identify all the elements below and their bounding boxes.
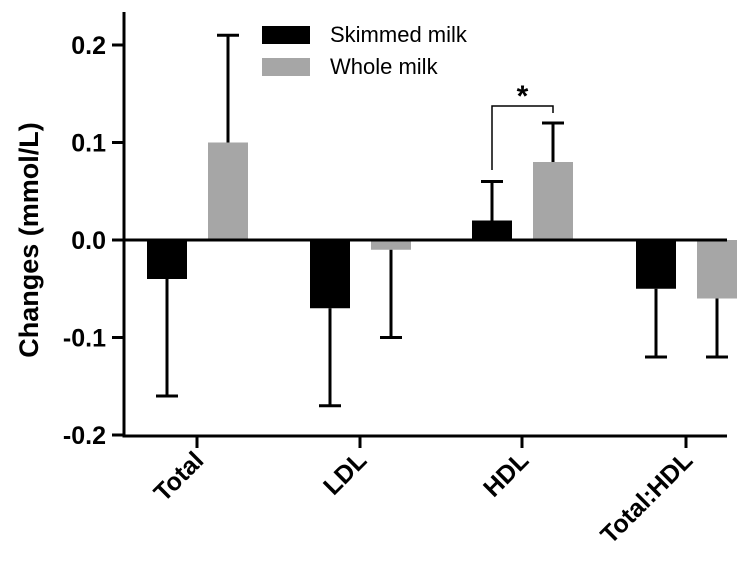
bar-skimmed-milk-ldl [310, 240, 350, 309]
legend-label-skimmed-milk: Skimmed milk [330, 22, 468, 47]
significance-bracket [491, 105, 554, 170]
bar-skimmed-milk-total-hdl [636, 240, 676, 289]
bar-skimmed-milk-hdl [472, 220, 512, 240]
y-tick-label: 0.2 [71, 32, 106, 60]
bar-whole-milk-total [208, 142, 248, 240]
y-tick-label: -0.1 [63, 325, 106, 353]
bar-skimmed-milk-total [147, 240, 187, 279]
legend-label-whole-milk: Whole milk [330, 54, 439, 79]
error-bars-layer [156, 33, 728, 408]
bar-whole-milk-ldl [371, 240, 411, 250]
legend-swatch-skimmed-milk [262, 26, 310, 44]
legend: Skimmed milk Whole milk [262, 22, 468, 79]
annotations: * [491, 80, 554, 170]
bar-whole-milk-total-hdl [697, 240, 737, 299]
y-tick-label: 0.0 [71, 227, 106, 255]
bars-layer [147, 142, 737, 309]
y-axis-label: Changes (mmol/L) [14, 122, 44, 358]
significance-star: * [517, 80, 529, 113]
x-tick-label: Total [149, 446, 210, 507]
x-tick-label: Total:HDL [595, 446, 698, 549]
y-tick-label: -0.2 [63, 422, 106, 450]
y-tick-label: 0.1 [71, 130, 106, 158]
legend-swatch-whole-milk [262, 58, 310, 76]
bar-whole-milk-hdl [533, 162, 573, 240]
x-tick-label: HDL [478, 446, 534, 502]
x-tick-label: LDL [318, 446, 372, 500]
axes: -0.2 -0.1 0.0 0.1 0.2 Changes (mmol/L) Total LD… [14, 12, 727, 549]
